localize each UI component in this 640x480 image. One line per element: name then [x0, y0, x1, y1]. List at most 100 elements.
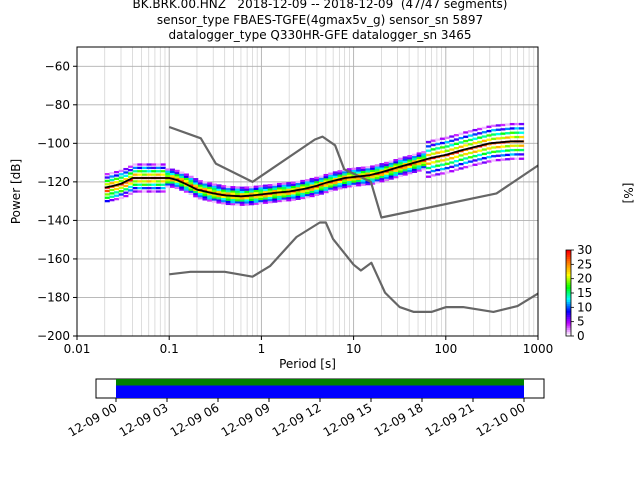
psd-density-cell: [509, 131, 515, 134]
psd-density-cell: [416, 167, 422, 170]
psd-density-cell: [514, 148, 520, 152]
psd-density-cell: [481, 135, 487, 138]
psd-density-cell: [509, 157, 515, 160]
psd-density-cell: [244, 201, 250, 204]
psd-density-cell: [509, 144, 515, 147]
psd-density-cell: [374, 168, 380, 171]
psd-density-cell: [309, 180, 315, 183]
psd-density-cell: [151, 183, 157, 186]
psd-density-cell: [193, 182, 199, 185]
psd-density-cell: [430, 148, 436, 151]
psd-density-cell: [193, 195, 199, 198]
psd-density-cell: [109, 198, 115, 202]
psd-density-cell: [509, 135, 515, 139]
psd-density-cell: [221, 202, 227, 205]
psd-density-cell: [407, 167, 413, 171]
noise-model-high-line: [168, 125, 539, 219]
psd-density-cell: [151, 190, 157, 193]
psd-density-cell: [435, 160, 441, 163]
psd-density-cell: [314, 176, 320, 180]
psd-density-cell: [444, 140, 450, 144]
median-psd-line: [104, 140, 524, 198]
psd-density-cell: [286, 188, 292, 191]
psd-density-cell: [519, 157, 525, 160]
colorbar-cell: [566, 297, 571, 300]
psd-density-cell: [249, 196, 255, 199]
psd-density-cell: [342, 181, 348, 185]
psd-density-cell: [197, 194, 203, 198]
psd-density-cell: [272, 185, 278, 188]
psd-density-cell: [211, 194, 217, 197]
psd-density-cell: [276, 197, 283, 201]
psd-density-cell: [421, 157, 427, 160]
colorbar-cell: [566, 254, 571, 257]
psd-density-cell: [132, 190, 138, 193]
psd-density-cell: [137, 166, 143, 170]
psd-density-cell: [519, 153, 525, 156]
psd-density-cell: [188, 175, 194, 179]
psd-density-cell: [332, 171, 338, 174]
psd-density-cell: [230, 190, 236, 193]
psd-density-cell: [356, 181, 362, 185]
psd-density-cell: [495, 137, 501, 140]
psd-density-cell: [239, 190, 245, 194]
psd-density-cell: [109, 182, 115, 185]
psd-density-cell: [258, 189, 264, 192]
psd-density-cell: [109, 175, 115, 178]
colorbar-cell: [566, 301, 571, 305]
psd-density-cell: [169, 170, 175, 174]
psd-density-cell: [207, 184, 213, 187]
timeline-tick-label: 12-10 00: [474, 400, 528, 439]
psd-density-cell: [463, 157, 469, 160]
psd-density-cell: [384, 163, 390, 167]
psd-density-cell: [416, 169, 422, 172]
psd-density-cell: [435, 168, 441, 172]
psd-density-cell: [477, 158, 483, 161]
colorbar-cell: [566, 284, 571, 287]
psd-density-cell: [472, 141, 478, 145]
psd-density-cell: [472, 133, 478, 136]
psd-density-cell: [384, 174, 390, 177]
psd-density-cell: [486, 125, 492, 128]
psd-density-cell: [179, 186, 185, 189]
y-tick-label: −140: [37, 213, 70, 227]
psd-density-cell: [225, 196, 231, 199]
psd-density-cell: [295, 195, 301, 198]
psd-density-cell: [253, 196, 259, 199]
psd-density-cell: [221, 189, 227, 192]
psd-density-cell: [165, 185, 171, 188]
psd-density-cell: [235, 188, 241, 191]
psd-density-cell: [505, 127, 511, 131]
psd-density-cell: [118, 186, 124, 189]
psd-density-cell: [491, 155, 497, 158]
psd-density-cell: [519, 144, 525, 147]
psd-density-cell: [491, 146, 497, 149]
psd-density-cell: [398, 172, 404, 175]
psd-density-cell: [360, 183, 366, 186]
psd-density-cell: [286, 199, 292, 202]
psd-plot-area: 0.01 0.1 1 10 100 1000 −200 −180 −160 −140 −120 −10…: [9, 46, 553, 371]
psd-density-cell: [407, 159, 413, 162]
psd-density-cell: [160, 183, 166, 186]
psd-density-cell: [272, 200, 278, 203]
psd-density-cell: [295, 182, 301, 186]
psd-density-cell: [328, 185, 334, 188]
psd-density-cell: [253, 187, 259, 191]
psd-density-cell: [179, 177, 185, 181]
psd-density-cell: [463, 135, 469, 138]
psd-density-cell: [411, 160, 418, 163]
psd-density-cell: [495, 154, 501, 157]
colorbar-cell: [566, 314, 571, 318]
psd-density-cell: [123, 184, 129, 188]
psd-density-cell: [188, 190, 194, 193]
psd-density-cell: [398, 157, 404, 160]
psd-density-cell: [444, 158, 450, 161]
colorbar-tick-label: 25: [577, 257, 592, 271]
psd-density-cell: [365, 180, 371, 184]
psd-density-cell: [267, 198, 273, 202]
timeline-tick-label: 12-09 15: [321, 400, 375, 439]
psd-density-cell: [449, 161, 455, 164]
psd-density-cell: [114, 194, 120, 197]
psd-density-cell: [146, 186, 152, 190]
psd-density-cell: [328, 187, 334, 190]
